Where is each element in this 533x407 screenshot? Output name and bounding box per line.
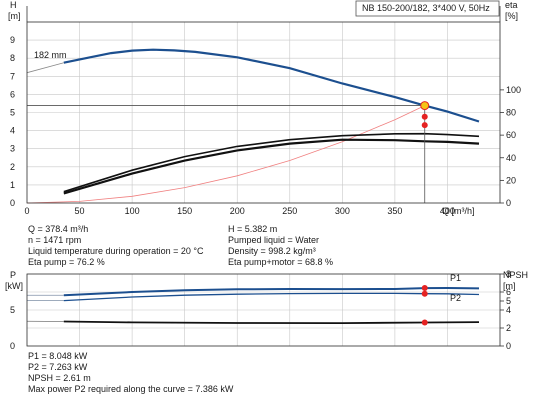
info-p2: P2 = 7.263 kW xyxy=(28,362,88,372)
eta-marker xyxy=(421,113,428,120)
info-flow: Q = 378.4 m³/h xyxy=(28,224,89,234)
top-y-axis-label: H xyxy=(10,0,17,10)
top-x-tick-label: 300 xyxy=(335,206,350,216)
top-y2-tick-label: 0 xyxy=(506,198,511,208)
top-y-tick-label: 2 xyxy=(10,162,15,172)
p1-marker xyxy=(421,285,428,292)
title-box xyxy=(355,0,500,17)
p1-curve xyxy=(63,286,480,297)
top-y-tick-label: 7 xyxy=(10,71,15,81)
top-y2-tick-label: 60 xyxy=(506,130,516,140)
bottom-y2-axis-unit: [m] xyxy=(503,281,516,291)
top-y-tick-label: 1 xyxy=(10,180,15,190)
top-y-tick-label: 5 xyxy=(10,108,15,118)
info-right: H = 5.382 m Pumped liquid = Water Densit… xyxy=(228,224,333,268)
top-x-tick-label: 150 xyxy=(177,206,192,216)
top-x-tick-label: 100 xyxy=(125,206,140,216)
top-x-tick-label: 200 xyxy=(230,206,245,216)
top-y-tick-label: 4 xyxy=(10,126,15,136)
p1-series-label: P1 xyxy=(450,273,461,283)
top-y2-tick-label: 80 xyxy=(506,108,516,118)
bottom-y2-axis-label: NPSH xyxy=(503,270,528,280)
top-y2-axis-unit: [%] xyxy=(505,11,518,21)
chart-title: NB 150-200/182, 3*400 V, 50Hz xyxy=(362,3,490,13)
info-speed: n = 1471 rpm xyxy=(28,235,82,245)
bottom-y2-tick-label: 0 xyxy=(506,341,511,351)
p2-series-label: P2 xyxy=(450,293,461,303)
top-x-tick-label: 350 xyxy=(387,206,402,216)
top-y-axis-unit: [m] xyxy=(8,11,21,21)
top-x-tick-label: 400 xyxy=(440,206,455,216)
info-density: Density = 998.2 kg/m³ xyxy=(228,246,316,256)
bottom-y2-tick-label: 5 xyxy=(506,296,511,306)
bottom-y2-tick-label: 2 xyxy=(506,323,511,333)
top-y-tick-label: 6 xyxy=(10,89,15,99)
info-liquid-temperature: Liquid temperature during operation = 20… xyxy=(28,246,204,256)
npsh-curve xyxy=(63,320,480,325)
info-p1: P1 = 8.048 kW xyxy=(28,351,88,361)
top-x-tick-label: 0 xyxy=(24,206,29,216)
top-x-tick-label: 250 xyxy=(282,206,297,216)
eta-marker xyxy=(421,122,428,129)
top-y-tick-label: 3 xyxy=(10,144,15,154)
head-curve-extension xyxy=(26,62,64,74)
npsh-marker xyxy=(421,319,428,326)
top-x-tick-label: 50 xyxy=(75,206,85,216)
bottom-y2-tick-label: 4 xyxy=(506,305,511,315)
top-y-tick-label: 9 xyxy=(10,35,15,45)
impeller-curve-label: 182 mm xyxy=(34,50,67,60)
info-pumped-liquid: Pumped liquid = Water xyxy=(228,235,319,245)
bottom-y-tick-label: 0 xyxy=(10,341,15,351)
p2-curve xyxy=(63,292,480,302)
top-y2-tick-label: 20 xyxy=(506,175,516,185)
top-y-tick-label: 8 xyxy=(10,53,15,63)
info-head: H = 5.382 m xyxy=(228,224,278,234)
top-y2-axis-label: eta xyxy=(505,0,518,10)
bottom-y2-tick-label: 8 xyxy=(506,269,511,279)
info-bottom: P1 = 8.048 kW P2 = 7.263 kW NPSH = 2.61 … xyxy=(28,351,233,395)
top-x-axis-label: Q [m³/h] xyxy=(442,206,475,216)
bottom-y-axis-unit: [kW] xyxy=(5,281,23,291)
operating-point-marker xyxy=(420,101,430,111)
head-curve xyxy=(63,48,480,123)
top-y-tick-label: 0 xyxy=(10,198,15,208)
p2-marker xyxy=(421,290,428,297)
info-eta-pump-motor: Eta pump+motor = 68.8 % xyxy=(228,257,334,267)
bottom-y2-tick-label: 6 xyxy=(506,287,511,297)
info-npsh: NPSH = 2.61 m xyxy=(28,373,91,383)
eta-pump-motor-curve xyxy=(63,138,480,195)
top-y2-tick-label: 40 xyxy=(506,153,516,163)
bottom-y-axis-label: P xyxy=(10,270,16,280)
bottom-y-tick-label: 5 xyxy=(10,305,15,315)
eta-pump-curve xyxy=(63,132,480,193)
info-eta-pump: Eta pump = 76.2 % xyxy=(28,257,105,267)
system-curve xyxy=(26,105,425,204)
top-y2-tick-label: 100 xyxy=(506,85,521,95)
info-left: Q = 378.4 m³/h n = 1471 rpm Liquid tempe… xyxy=(28,224,203,268)
info-max-power: Max power P2 required along the curve = … xyxy=(28,384,234,394)
